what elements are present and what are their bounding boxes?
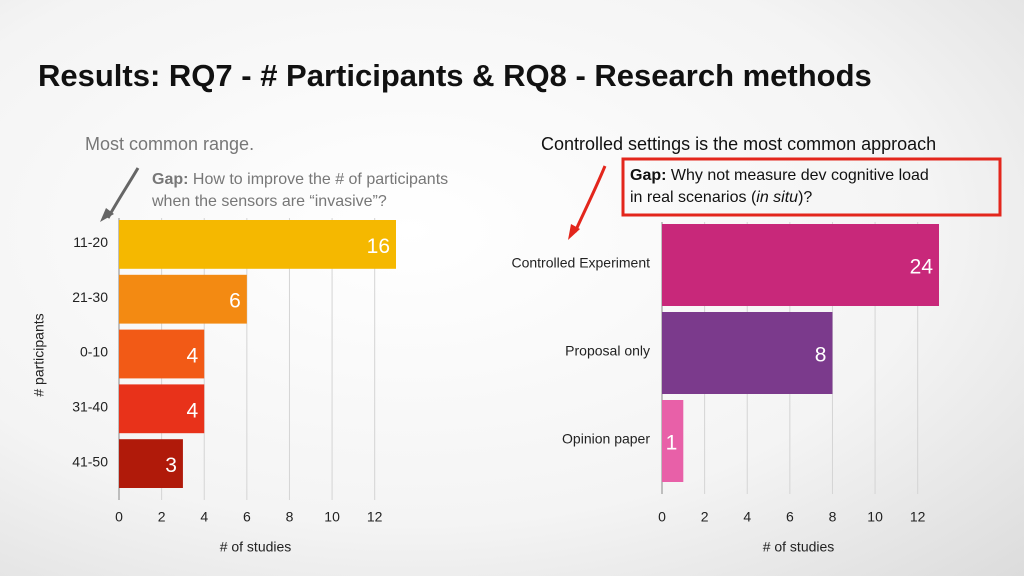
y-tick-label: Controlled Experiment xyxy=(511,255,650,271)
gap-label: Gap: xyxy=(630,167,666,184)
value-label: 24 xyxy=(910,256,934,279)
gap-note: Gap: Why not measure dev cognitive load xyxy=(630,167,929,184)
arrow xyxy=(106,167,140,219)
value-label: 3 xyxy=(165,454,177,477)
y-tick-label: 41-50 xyxy=(72,453,108,469)
value-label: 4 xyxy=(187,345,199,368)
bar xyxy=(119,439,183,488)
x-tick-label: 8 xyxy=(829,509,837,525)
bar xyxy=(662,400,684,482)
annotation: Most common range. xyxy=(85,134,254,154)
gap-note: in real scenarios (in situ)? xyxy=(630,189,812,206)
bars xyxy=(662,224,939,482)
y-tick-label: 0-10 xyxy=(80,344,108,360)
gap-text: in situ xyxy=(756,189,798,206)
slide-title: Results: RQ7 - # Participants & RQ8 - Re… xyxy=(38,58,872,93)
bar xyxy=(119,220,396,269)
x-tick-label: 0 xyxy=(115,509,123,525)
x-tick-label: 8 xyxy=(286,509,294,525)
arrowhead xyxy=(568,224,580,240)
x-tick-label: 2 xyxy=(158,509,166,525)
value-label: 8 xyxy=(815,344,827,367)
x-tick-label: 12 xyxy=(910,509,926,525)
bar xyxy=(119,329,205,379)
x-tick-label: 0 xyxy=(658,509,666,525)
y-tick-label: 11-20 xyxy=(73,234,108,250)
arrow xyxy=(573,165,607,233)
x-tick-label: 2 xyxy=(701,509,709,525)
y-tick-label: 31-40 xyxy=(72,399,108,415)
x-tick-label: 6 xyxy=(243,509,251,525)
value-label: 1 xyxy=(666,432,678,455)
x-axis-label: # of studies xyxy=(220,539,292,555)
bars xyxy=(119,220,396,488)
annotation: Controlled settings is the most common a… xyxy=(541,134,936,154)
gap-text: in real scenarios ( xyxy=(630,189,757,206)
arrowhead xyxy=(100,208,114,222)
x-tick-label: 12 xyxy=(367,509,383,525)
value-label: 4 xyxy=(187,399,199,422)
y-tick-label: 21-30 xyxy=(72,289,108,305)
gap-label: Gap: xyxy=(152,171,188,188)
gap-text: How to improve the # of participants xyxy=(193,171,448,188)
bar xyxy=(119,274,247,324)
x-tick-label: 6 xyxy=(786,509,794,525)
gap-note: Gap: How to improve the # of participant… xyxy=(152,171,448,188)
x-tick-label: 10 xyxy=(867,509,883,525)
x-tick-label: 4 xyxy=(200,509,208,525)
bar xyxy=(662,312,833,394)
bar xyxy=(662,224,939,306)
value-label: 16 xyxy=(367,235,390,258)
gap-box xyxy=(621,157,1002,217)
bar xyxy=(119,384,205,434)
y-tick-label: Opinion paper xyxy=(562,431,650,447)
gap-text: )? xyxy=(798,189,812,206)
x-tick-label: 4 xyxy=(743,509,751,525)
y-axis-label: # participants xyxy=(31,313,47,396)
y-tick-label: Proposal only xyxy=(565,343,650,359)
value-label: 6 xyxy=(229,290,241,313)
gap-text: Why not measure dev cognitive load xyxy=(671,167,929,184)
gap-text: when the sensors are “invasive”? xyxy=(151,193,387,210)
x-tick-label: 10 xyxy=(324,509,340,525)
x-axis-label: # of studies xyxy=(763,539,835,555)
